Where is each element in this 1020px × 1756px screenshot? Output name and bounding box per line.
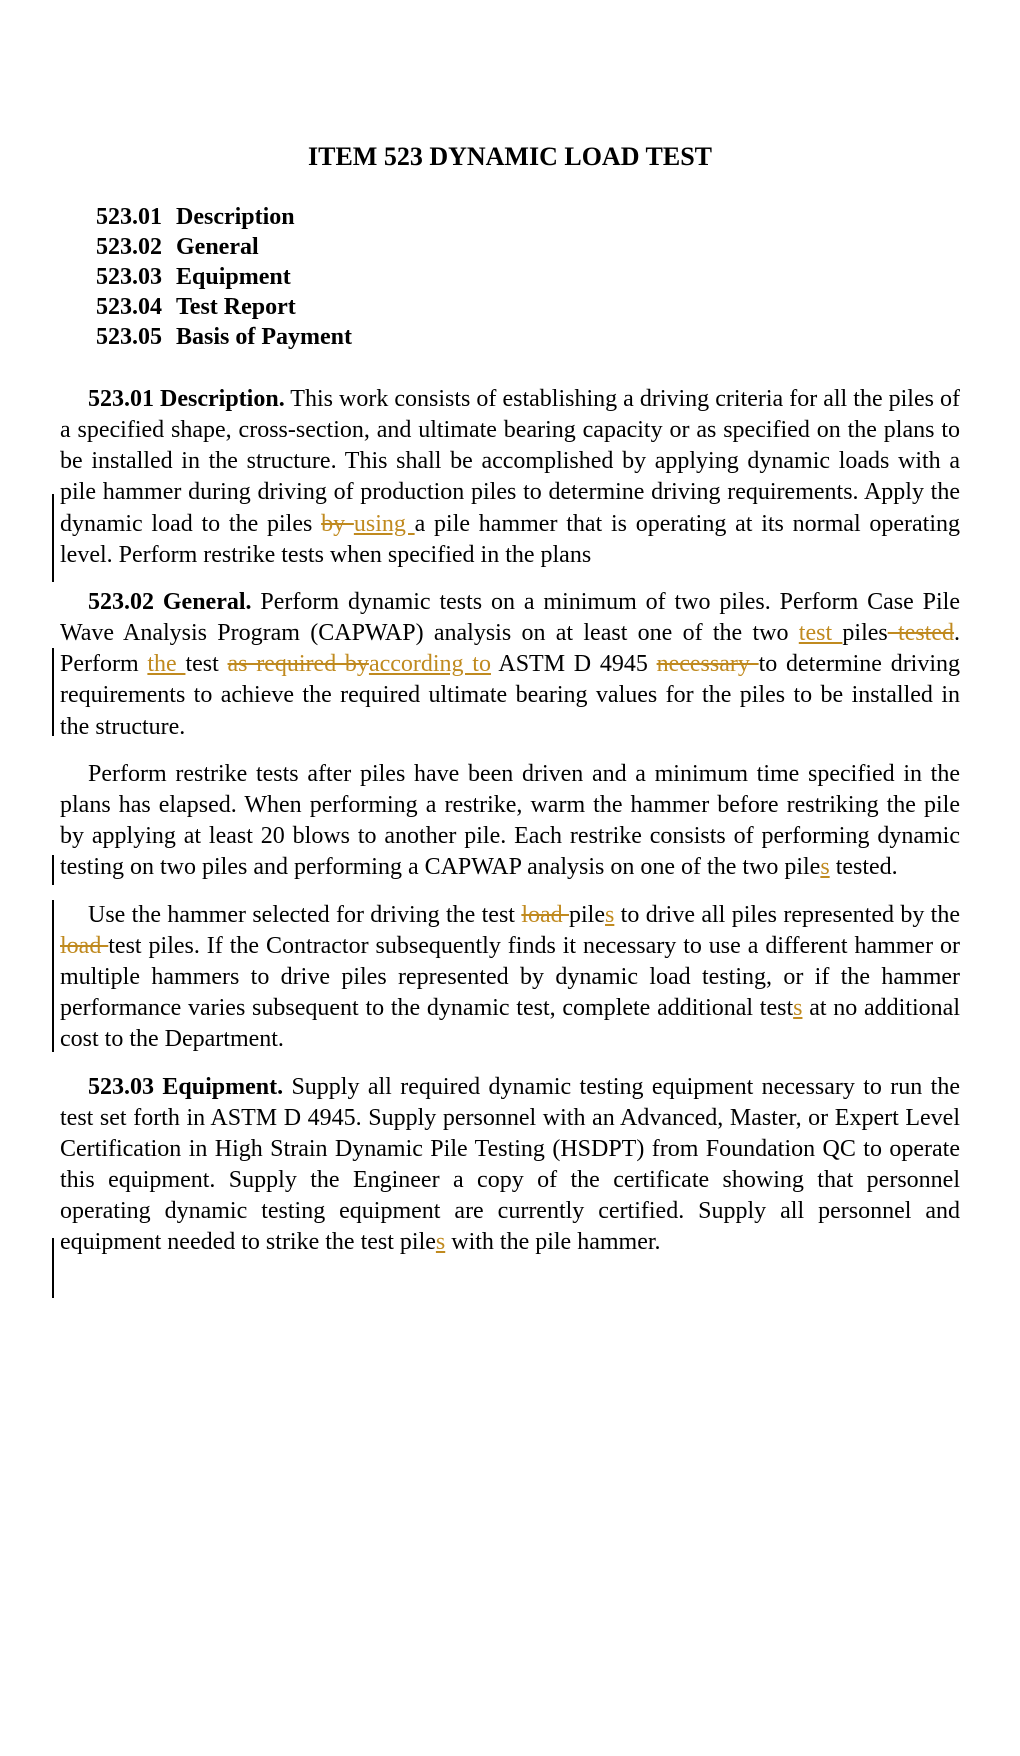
toc-num: 523.01 xyxy=(82,202,176,232)
body-text: Use the hammer selected for driving the … xyxy=(88,902,521,928)
revision-bar xyxy=(52,648,54,736)
deleted-text: by xyxy=(321,511,354,537)
section-heading: 523.02 General. xyxy=(88,589,252,615)
toc-label: Equipment xyxy=(176,262,960,292)
section-heading: 523.03 Equipment. xyxy=(88,1074,283,1100)
body-text: tested. xyxy=(830,854,898,880)
toc-num: 523.05 xyxy=(82,322,176,352)
toc-label: Test Report xyxy=(176,292,960,322)
deleted-text: tested xyxy=(888,620,954,646)
revision-bar xyxy=(52,1238,54,1298)
paragraph-523-01: 523.01 Description. This work consists o… xyxy=(60,384,960,571)
toc-label: Description xyxy=(176,202,960,232)
paragraph-523-02-b: Perform restrike tests after piles have … xyxy=(60,759,960,884)
toc-label: Basis of Payment xyxy=(176,322,960,352)
toc-row: 523.01 Description xyxy=(82,202,960,232)
deleted-text: load xyxy=(60,933,108,959)
inserted-text: the xyxy=(147,651,185,677)
toc-label: General xyxy=(176,232,960,262)
inserted-text: according to xyxy=(369,651,491,677)
toc-num: 523.04 xyxy=(82,292,176,322)
body-text: piles xyxy=(842,620,887,646)
table-of-contents: 523.01 Description 523.02 General 523.03… xyxy=(82,202,960,352)
inserted-text: test xyxy=(799,620,843,646)
paragraph-523-02-c: Use the hammer selected for driving the … xyxy=(60,900,960,1056)
body-text: pile xyxy=(569,902,605,928)
toc-row: 523.02 General xyxy=(82,232,960,262)
inserted-text: using xyxy=(354,511,415,537)
paragraph-523-03: 523.03 Equipment. Supply all required dy… xyxy=(60,1072,960,1259)
revision-bar xyxy=(52,494,54,582)
revision-bar xyxy=(52,900,54,1052)
deleted-text: as required by xyxy=(228,651,369,677)
toc-row: 523.03 Equipment xyxy=(82,262,960,292)
toc-row: 523.04 Test Report xyxy=(82,292,960,322)
toc-num: 523.02 xyxy=(82,232,176,262)
body-text: to drive all piles represented by the xyxy=(614,902,960,928)
toc-row: 523.05 Basis of Payment xyxy=(82,322,960,352)
section-heading: 523.01 Description. xyxy=(88,386,285,412)
toc-num: 523.03 xyxy=(82,262,176,292)
deleted-text: load xyxy=(521,902,569,928)
body-text: with the pile hammer. xyxy=(445,1229,660,1255)
deleted-text: necessary xyxy=(657,651,759,677)
inserted-text: s xyxy=(605,902,614,928)
revision-bar xyxy=(52,855,54,885)
paragraph-523-02-a: 523.02 General. Perform dynamic tests on… xyxy=(60,587,960,743)
inserted-text: s xyxy=(436,1229,445,1255)
body-text: ASTM D 4945 xyxy=(491,651,657,677)
inserted-text: s xyxy=(820,854,829,880)
page-title: ITEM 523 DYNAMIC LOAD TEST xyxy=(60,140,960,174)
body-text: test xyxy=(185,651,227,677)
